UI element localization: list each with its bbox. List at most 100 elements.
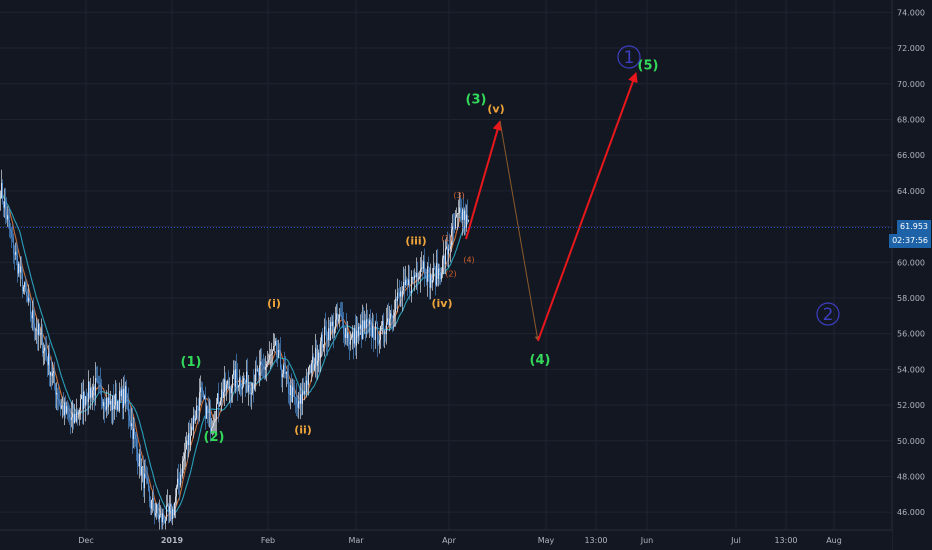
candle-body — [36, 329, 37, 331]
candle-body — [131, 423, 132, 427]
candle-body — [420, 268, 421, 277]
candle-body — [52, 372, 53, 377]
candle-body — [391, 313, 392, 317]
candle-body — [84, 391, 85, 406]
candle-body — [172, 509, 173, 520]
candle-body — [443, 255, 444, 259]
candle-body — [157, 504, 158, 514]
candle-body — [406, 279, 407, 284]
candle-body — [188, 433, 189, 446]
candle-body — [185, 449, 186, 454]
candle-body — [74, 414, 75, 423]
candle-body — [17, 255, 18, 274]
candle-body — [148, 482, 149, 491]
candle-body — [270, 354, 271, 356]
candle-body — [308, 367, 309, 385]
wave-label: (ii) — [294, 424, 312, 437]
candle-body — [330, 322, 331, 341]
candle-body — [360, 324, 361, 329]
candle-body — [247, 371, 248, 392]
candle-body — [100, 383, 101, 388]
candle-body — [283, 365, 284, 375]
candle-body — [271, 354, 272, 355]
candle-body — [101, 387, 102, 400]
candle-body — [385, 332, 386, 335]
candle-body — [365, 320, 366, 329]
candle-body — [11, 230, 12, 237]
candle-body — [280, 352, 281, 369]
candle-body — [241, 387, 242, 390]
candle-body — [111, 401, 112, 411]
price-tick-label: 58.000 — [897, 294, 925, 303]
candle-body — [340, 314, 341, 316]
candle-body — [77, 412, 78, 416]
candle-body — [452, 226, 453, 230]
wave-label: (1) — [181, 355, 202, 370]
candle-body — [450, 246, 451, 249]
time-tick-label: Aug — [826, 536, 842, 545]
candle-body — [127, 399, 128, 402]
candle-body — [187, 440, 188, 446]
candle-body — [179, 483, 180, 486]
candle-body — [142, 466, 143, 468]
candle-body — [363, 320, 364, 329]
candle-body — [445, 248, 446, 265]
time-tick-label: Jul — [730, 536, 741, 545]
candle-body — [411, 277, 412, 293]
candle-body — [163, 513, 164, 520]
candle-body — [173, 509, 174, 516]
candle-body — [132, 423, 133, 440]
candle-body — [13, 237, 14, 254]
candle-body — [436, 263, 437, 286]
candle-body — [319, 352, 320, 359]
candle-body — [23, 287, 24, 292]
candle-body — [303, 391, 304, 394]
candle-body — [252, 383, 253, 394]
candle-body — [191, 426, 192, 436]
candle-body — [113, 395, 114, 409]
candle-body — [69, 414, 70, 419]
wave-label: (iv) — [432, 297, 453, 310]
candle-body — [462, 209, 463, 220]
candle-body — [38, 323, 39, 335]
candle-body — [94, 386, 95, 396]
candle-body — [402, 290, 403, 297]
candle-body — [204, 395, 205, 400]
candle-body — [99, 382, 100, 384]
candle-body — [277, 355, 278, 358]
candle-body — [196, 405, 197, 419]
candle-body — [136, 439, 137, 449]
candle-body — [464, 210, 465, 220]
candle-body — [372, 325, 373, 337]
candle-body — [276, 341, 277, 356]
candle-body — [46, 351, 47, 357]
candle-body — [98, 381, 99, 383]
wave-label: (i) — [267, 297, 281, 310]
candle-body — [400, 291, 401, 297]
time-tick-label: Dec — [78, 536, 93, 545]
time-tick-label: Apr — [442, 536, 457, 545]
candle-body — [50, 372, 51, 376]
candle-body — [29, 298, 30, 301]
candle-body — [405, 279, 406, 286]
candle-body — [161, 514, 162, 523]
projection-arrow — [465, 120, 503, 240]
candle-body — [403, 282, 404, 291]
candle-body — [65, 402, 66, 414]
candle-body — [232, 374, 233, 389]
candle-body — [318, 352, 319, 361]
candle-body — [366, 319, 367, 329]
candle-body — [419, 276, 420, 279]
candle-body — [325, 326, 326, 330]
candle-body — [75, 414, 76, 422]
candle-body — [352, 332, 353, 338]
candle-body — [396, 298, 397, 302]
candle-body — [281, 368, 282, 377]
candle-body — [409, 279, 410, 292]
candle-body — [55, 383, 56, 395]
candle-body — [57, 392, 58, 399]
candle-body — [238, 385, 239, 388]
candle-body — [258, 369, 259, 376]
candle-body — [194, 415, 195, 421]
